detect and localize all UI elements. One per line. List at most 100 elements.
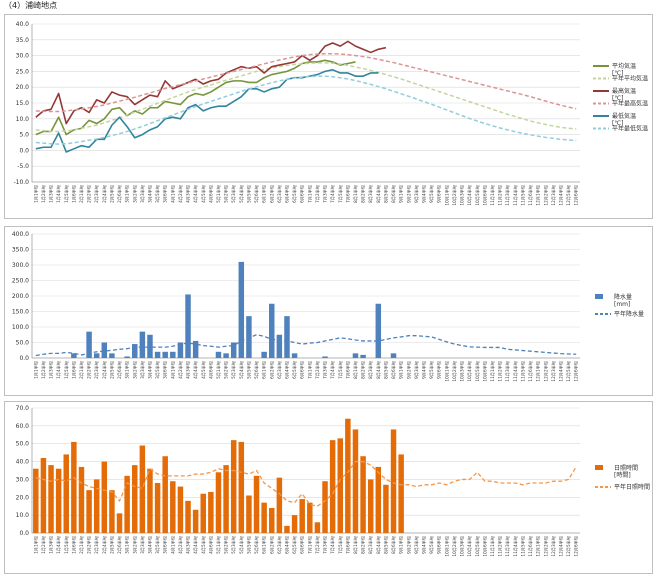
y-tick-label: 200.0 [12, 293, 29, 300]
x-tick-label: 6月6半旬 [299, 361, 306, 379]
x-tick-label: 11月5半旬 [519, 361, 526, 382]
sunshine-bar [132, 465, 138, 533]
x-tick-label: 7月3半旬 [322, 536, 329, 554]
sunshine-bar [33, 468, 39, 533]
x-tick-label: 2月3半旬 [93, 361, 100, 379]
precip-bar [375, 303, 382, 358]
x-tick-label: 8月3半旬 [367, 185, 374, 203]
x-tick-label: 11月6半旬 [527, 536, 534, 557]
x-tick-label: 2月2半旬 [86, 361, 93, 379]
x-tick-label: 6月5半旬 [291, 536, 298, 554]
x-tick-label: 5月5半旬 [245, 361, 252, 379]
sunshine-bar [139, 445, 146, 533]
x-tick-label: 4月1半旬 [169, 536, 176, 554]
sunshine-bar [86, 490, 92, 533]
x-tick-label: 6月1半旬 [261, 361, 268, 379]
normal-sunshine-line [35, 460, 577, 507]
x-tick-label: 12月6半旬 [573, 361, 580, 382]
x-tick-label: 1月2半旬 [40, 185, 47, 203]
x-tick-label: 11月2半旬 [497, 185, 504, 206]
sunshine-bar [177, 486, 184, 533]
sunshine-bar [185, 500, 191, 533]
x-tick-label: 10月5半旬 [474, 185, 481, 206]
y-tick-label: 0.0 [19, 147, 29, 154]
x-tick-label: 12月2半旬 [542, 536, 549, 557]
sunshine-bar [390, 429, 397, 533]
x-tick-label: 9月1半旬 [398, 185, 405, 203]
x-tick-label: 3月6半旬 [162, 185, 169, 203]
x-tick-label: 8月1半旬 [352, 361, 359, 379]
x-tick-label: 3月5半旬 [154, 361, 161, 379]
y-tick-label: 30.0 [16, 53, 30, 60]
x-tick-label: 2月5半旬 [108, 361, 115, 379]
x-tick-label: 2月2半旬 [86, 536, 93, 554]
x-tick-label: 11月6半旬 [527, 185, 534, 206]
x-tick-label: 3月1半旬 [124, 361, 131, 379]
legend-label: 平年降水量 [614, 310, 644, 318]
sunshine-bar [238, 441, 245, 533]
x-tick-label: 9月5半旬 [428, 536, 435, 554]
x-tick-label: 6月6半旬 [299, 185, 306, 203]
precip-bar [390, 353, 397, 358]
x-tick-label: 4月2半旬 [177, 185, 184, 203]
x-tick-label: 7月6半旬 [344, 361, 351, 379]
legend-label: 平年平均気温 [612, 75, 648, 83]
y-tick-label: 250.0 [12, 278, 29, 285]
x-tick-label: 6月6半旬 [299, 536, 306, 554]
y-tick-label: -5.0 [17, 163, 29, 170]
x-tick-label: 1月5半旬 [63, 536, 70, 554]
y-tick-label: 10.0 [16, 116, 30, 123]
x-tick-label: 6月2半旬 [268, 361, 275, 379]
legend-label: 平年最高気温 [612, 100, 648, 108]
series-line-1 [35, 62, 577, 133]
legend-label: 降水量[mm] [614, 293, 632, 308]
sunshine-bar [116, 513, 123, 533]
sunshine-bar [322, 481, 328, 533]
x-tick-label: 9月4半旬 [420, 536, 427, 554]
x-tick-label: 3月4半旬 [146, 536, 153, 554]
sunshine-bar [215, 472, 222, 533]
x-tick-label: 9月2半旬 [405, 361, 412, 379]
x-tick-label: 2月1半旬 [78, 536, 85, 554]
x-tick-label: 2月6半旬 [116, 185, 123, 203]
x-tick-label: 8月3半旬 [367, 361, 374, 379]
x-tick-label: 4月3半旬 [185, 536, 192, 554]
sunshine-bar [307, 502, 313, 533]
sunshine-bar [276, 477, 283, 533]
sunshine-bar [101, 461, 108, 533]
x-tick-label: 3月6半旬 [162, 536, 169, 554]
precipitation-chart: 0.0 50.0 100.0 150.0 200.0 250.0 300.0 350.0 400… [12, 231, 644, 382]
x-tick-label: 3月6半旬 [162, 361, 169, 379]
x-tick-label: 6月4半旬 [283, 536, 290, 554]
y-tick-label: 5.0 [19, 132, 29, 139]
x-tick-label: 6月1半旬 [261, 185, 268, 203]
x-tick-label: 4月2半旬 [177, 536, 184, 554]
x-tick-label: 11月4半旬 [512, 536, 519, 557]
x-tick-label: 4月5半旬 [200, 185, 207, 203]
x-tick-label: 5月1半旬 [215, 185, 222, 203]
x-tick-label: 5月6半旬 [253, 536, 260, 554]
x-tick-label: 10月2半旬 [451, 185, 458, 206]
x-tick-label: 10月6半旬 [481, 185, 488, 206]
x-tick-label: 4月5半旬 [200, 361, 207, 379]
precip-bar [276, 334, 283, 358]
x-tick-label: 4月4半旬 [192, 361, 199, 379]
sunshine-bar [375, 466, 382, 533]
x-tick-label: 1月3半旬 [48, 361, 55, 379]
legend-label: 最高気温[℃] [612, 87, 636, 102]
legend-label: 平均気温[℃] [612, 62, 636, 77]
x-tick-label: 9月4半旬 [420, 361, 427, 379]
x-tick-label: 12月1半旬 [535, 536, 542, 557]
legend-swatch [595, 465, 603, 470]
precip-bar [101, 342, 108, 358]
x-tick-label: 11月4半旬 [512, 361, 519, 382]
x-tick-label: 6月2半旬 [268, 185, 275, 203]
y-tick-label: 100.0 [12, 324, 29, 331]
y-tick-label: 350.0 [12, 247, 29, 254]
x-tick-label: 6月4半旬 [283, 361, 290, 379]
x-tick-label: 10月3半旬 [459, 536, 466, 557]
x-tick-label: 8月1半旬 [352, 536, 359, 554]
precip-bar [261, 351, 267, 358]
x-tick-label: 8月6半旬 [390, 536, 397, 554]
precip-bar [71, 353, 77, 358]
